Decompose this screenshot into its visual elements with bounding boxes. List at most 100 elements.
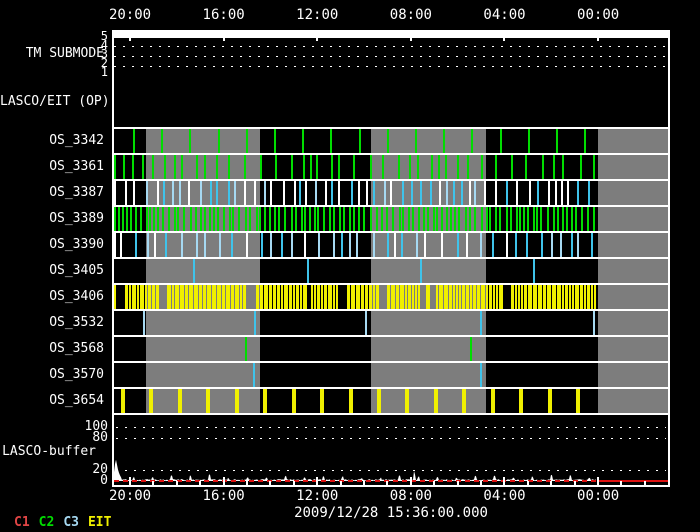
time-tick-label: 20:00 — [108, 7, 152, 23]
event-line — [199, 207, 202, 231]
event-line — [518, 285, 521, 309]
event-line — [551, 233, 554, 257]
event-line — [216, 285, 221, 309]
buffer-dotted-gridline — [116, 438, 666, 439]
event-line — [174, 285, 179, 309]
event-line — [481, 285, 486, 309]
event-line — [148, 207, 151, 231]
event-line — [521, 285, 524, 309]
event-line — [129, 207, 132, 231]
minor-tick — [643, 481, 646, 485]
event-line — [125, 207, 128, 231]
event-line — [591, 233, 594, 257]
time-tick-label: 08:00 — [389, 488, 432, 504]
event-line — [552, 207, 555, 231]
event-line — [255, 285, 259, 309]
event-line — [548, 181, 551, 205]
event-line — [591, 285, 594, 309]
event-line — [231, 233, 234, 257]
os-row-label: OS_3361 — [49, 159, 104, 174]
os-row-OS_3389 — [114, 207, 668, 233]
event-line — [131, 155, 134, 179]
event-line — [132, 181, 135, 205]
event-line — [316, 155, 319, 179]
event-line — [547, 389, 552, 413]
event-line — [499, 129, 502, 153]
event-line — [131, 285, 136, 309]
event-line — [122, 155, 125, 179]
event-line — [456, 285, 459, 309]
time-tick-label: 04:00 — [483, 7, 526, 23]
event-line — [554, 181, 557, 205]
os-row-label: OS_3405 — [49, 263, 104, 278]
event-line — [181, 233, 184, 257]
event-line — [587, 181, 590, 205]
top-axis-labels: 20:00 16:00 12:00 08:00 04:00 00:00 — [109, 7, 668, 24]
minor-tick — [292, 481, 295, 485]
event-line — [151, 155, 154, 179]
os-rows-panel — [114, 127, 668, 415]
event-line — [188, 285, 193, 309]
event-line — [156, 207, 159, 231]
event-line — [444, 285, 449, 309]
event-line — [470, 337, 472, 361]
event-line — [470, 285, 473, 309]
event-line — [390, 181, 393, 205]
event-line — [303, 155, 306, 179]
event-line — [145, 181, 148, 205]
event-line — [580, 285, 584, 309]
event-line — [506, 207, 509, 231]
event-line — [424, 233, 427, 257]
event-line — [352, 207, 355, 231]
event-line — [416, 233, 419, 257]
event-line — [184, 285, 188, 309]
event-line — [405, 285, 408, 309]
event-line — [537, 181, 540, 205]
event-line — [462, 285, 466, 309]
time-tick-label: 16:00 — [202, 7, 245, 23]
legend-c3: C3 — [63, 515, 79, 530]
event-line — [151, 285, 155, 309]
event-line — [561, 207, 564, 231]
tm-ytick-label: 4 — [100, 38, 108, 52]
event-line — [514, 233, 517, 257]
event-line — [473, 285, 477, 309]
event-line — [441, 207, 444, 231]
event-line — [164, 233, 167, 257]
event-line — [400, 285, 405, 309]
event-line — [408, 285, 412, 309]
event-line — [387, 285, 391, 309]
event-line — [469, 207, 472, 231]
event-line — [299, 285, 302, 309]
event-line — [572, 285, 575, 309]
plot-left-border — [112, 30, 114, 487]
event-line — [511, 285, 515, 309]
tm-submode-panel — [114, 32, 668, 77]
event-line — [153, 233, 156, 257]
event-line — [409, 155, 412, 179]
event-line — [426, 207, 429, 231]
event-line — [318, 233, 321, 257]
event-line — [546, 207, 549, 231]
event-line — [268, 285, 272, 309]
os-row-OS_3361 — [114, 155, 668, 181]
event-line — [398, 207, 401, 231]
event-line — [592, 155, 595, 179]
gray-no-data-band — [371, 129, 486, 413]
event-line — [253, 311, 256, 335]
event-line — [365, 181, 368, 205]
event-line — [381, 207, 384, 231]
event-line — [528, 181, 531, 205]
event-line — [418, 285, 421, 309]
event-line — [515, 285, 518, 309]
tm-ytick-label: 3 — [100, 47, 108, 61]
event-line — [167, 207, 170, 231]
event-line — [541, 233, 544, 257]
event-line — [309, 155, 312, 179]
event-line — [420, 181, 423, 205]
os-row-OS_3405 — [114, 259, 668, 285]
event-line — [244, 337, 247, 361]
event-line — [386, 129, 389, 153]
event-line — [120, 389, 125, 413]
event-line — [576, 389, 581, 413]
